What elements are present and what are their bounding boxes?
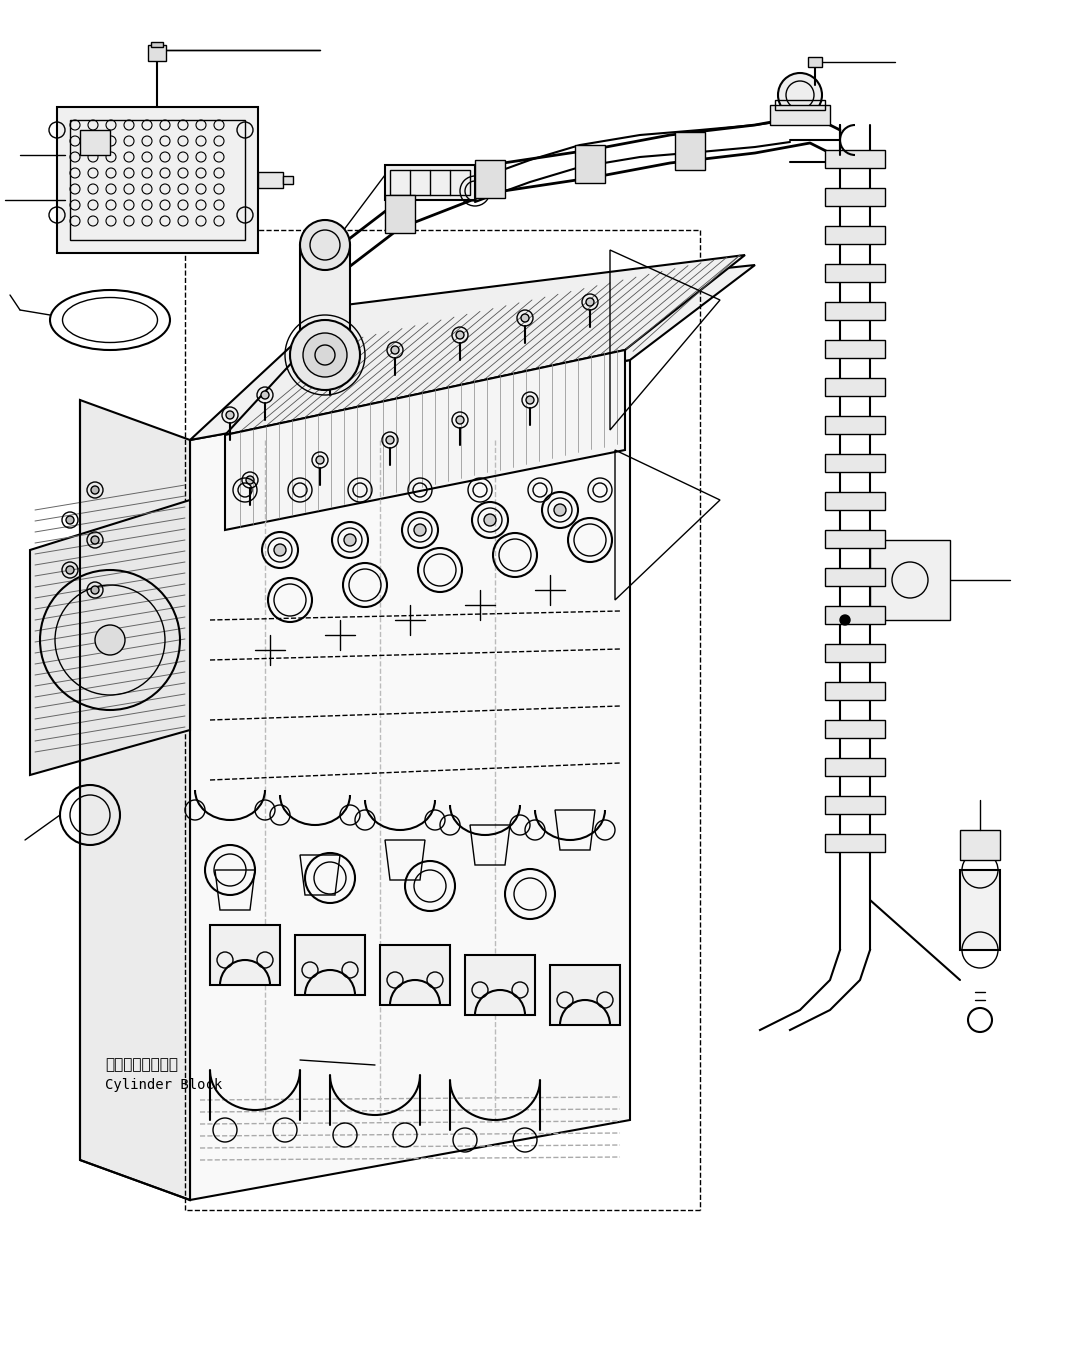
Circle shape [290, 320, 360, 390]
Circle shape [303, 334, 347, 377]
Polygon shape [210, 925, 279, 985]
Bar [151, 42, 163, 47]
Text: Cylinder Block: Cylinder Block [105, 1077, 222, 1092]
Polygon shape [30, 500, 190, 775]
Polygon shape [57, 108, 258, 253]
Polygon shape [226, 256, 745, 434]
Bar [475, 160, 505, 198]
Bar [808, 56, 822, 67]
Circle shape [246, 476, 254, 484]
Polygon shape [190, 265, 755, 440]
Bar [770, 105, 830, 125]
Bar [775, 100, 825, 110]
Bar [960, 830, 1000, 859]
Bar [825, 416, 885, 434]
Circle shape [274, 543, 286, 555]
Circle shape [91, 586, 99, 594]
Bar [825, 607, 885, 624]
Bar [825, 644, 885, 662]
Bar [825, 378, 885, 395]
Circle shape [316, 456, 324, 464]
Bar [825, 303, 885, 320]
Bar [575, 145, 605, 183]
Bar [825, 834, 885, 851]
Bar [675, 132, 705, 169]
Circle shape [391, 346, 399, 354]
Bar [148, 44, 166, 61]
Bar [385, 165, 475, 200]
Bar [825, 188, 885, 206]
Polygon shape [295, 935, 365, 995]
Circle shape [66, 566, 74, 574]
Circle shape [226, 412, 234, 420]
Polygon shape [380, 946, 450, 1005]
Polygon shape [550, 964, 620, 1025]
Bar [825, 455, 885, 472]
Circle shape [456, 416, 464, 424]
Bar [825, 568, 885, 586]
Bar [825, 796, 885, 814]
Circle shape [66, 516, 74, 525]
Bar [300, 245, 350, 355]
Ellipse shape [50, 291, 170, 350]
Circle shape [95, 625, 125, 655]
Bar [80, 130, 110, 155]
Bar [825, 226, 885, 243]
Bar [258, 172, 283, 188]
Polygon shape [80, 399, 190, 1200]
Bar [825, 151, 885, 168]
Bar [70, 120, 245, 239]
Bar [825, 530, 885, 547]
Circle shape [344, 534, 356, 546]
Text: シリンダブロック: シリンダブロック [105, 1057, 178, 1072]
Bar [385, 195, 415, 233]
Ellipse shape [63, 297, 158, 343]
Circle shape [525, 395, 534, 403]
Circle shape [261, 391, 269, 399]
Circle shape [484, 514, 496, 526]
Polygon shape [190, 360, 630, 1200]
Bar [825, 492, 885, 510]
Circle shape [456, 331, 464, 339]
Bar [960, 870, 1000, 950]
Bar [870, 539, 950, 620]
Circle shape [300, 221, 350, 270]
Circle shape [414, 525, 426, 537]
Bar [825, 720, 885, 738]
Bar [390, 169, 470, 195]
Circle shape [586, 299, 595, 307]
Bar [825, 759, 885, 776]
Circle shape [91, 486, 99, 494]
Bar [825, 682, 885, 699]
Circle shape [326, 366, 334, 374]
Circle shape [91, 537, 99, 543]
Polygon shape [465, 955, 535, 1015]
Bar [825, 340, 885, 358]
Bar [825, 264, 885, 282]
Circle shape [386, 436, 394, 444]
Polygon shape [226, 350, 625, 530]
Circle shape [839, 615, 850, 625]
Circle shape [521, 313, 529, 321]
Circle shape [554, 504, 566, 516]
Bar [283, 176, 293, 184]
Circle shape [778, 73, 822, 117]
